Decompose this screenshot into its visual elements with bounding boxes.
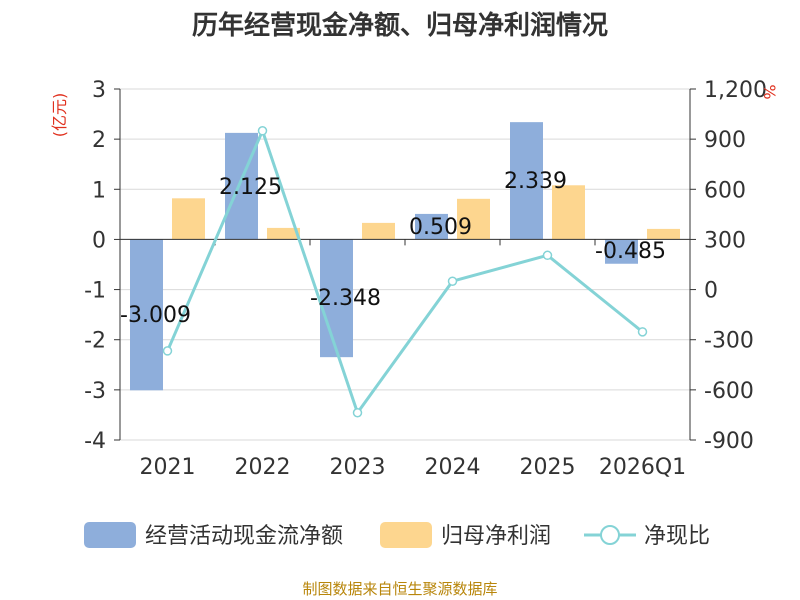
legend-swatch-net-profit xyxy=(380,522,432,548)
right-tick-label: -600 xyxy=(704,379,754,404)
net-profit-bar xyxy=(267,227,300,240)
category-label: 2025 xyxy=(520,455,576,480)
legend-label-ratio: 净现比 xyxy=(644,524,710,549)
net-profit-bar xyxy=(457,198,490,240)
category-label: 2021 xyxy=(140,455,196,480)
net-cash-ratio-line xyxy=(166,126,644,416)
cashflow-data-label: -0.485 xyxy=(595,239,666,264)
left-tick-label: -4 xyxy=(84,429,106,454)
cashflow-bar xyxy=(510,122,543,240)
left-axis-unit: (亿元) xyxy=(50,93,69,138)
category-label: 2022 xyxy=(235,455,291,480)
cashflow-data-label: 0.509 xyxy=(409,215,472,240)
right-tick-label: 900 xyxy=(704,128,746,153)
cashflow-data-label: 2.125 xyxy=(219,175,282,200)
category-label: 2024 xyxy=(425,455,481,480)
net-profit-bar xyxy=(362,222,395,240)
left-tick-label: -3 xyxy=(84,379,106,404)
right-tick-label: 1,200 xyxy=(704,78,767,103)
legend-marker-ratio xyxy=(600,525,620,545)
cashflow-bar xyxy=(320,239,353,358)
left-tick-label: -2 xyxy=(84,329,106,354)
left-tick-label: -1 xyxy=(84,279,106,304)
net-cash-ratio-point xyxy=(162,346,173,356)
net-cash-ratio-point xyxy=(542,250,553,261)
right-tick-label: 600 xyxy=(704,178,746,203)
cashflow-bar xyxy=(415,213,448,240)
net-cash-ratio-point xyxy=(257,126,268,136)
right-tick-label: -300 xyxy=(704,329,754,354)
source-note: 制图数据来自恒生聚源数据库 xyxy=(302,580,498,598)
cashflow-data-label: -2.348 xyxy=(310,286,381,311)
right-axis-unit: % xyxy=(760,84,779,99)
chart-title: 历年经营现金净额、归母净利润情况 xyxy=(191,11,608,41)
right-tick-label: 0 xyxy=(704,279,718,304)
net-cash-ratio-point xyxy=(637,327,648,337)
net-profit-bar xyxy=(647,228,680,240)
legend-swatch-cashflow xyxy=(84,522,136,548)
net-cash-ratio-point xyxy=(352,408,363,418)
cashflow-bar xyxy=(605,239,638,264)
legend-label-cashflow: 经营活动现金流净额 xyxy=(145,524,343,549)
left-tick-label: 3 xyxy=(92,78,106,103)
category-label: 2026Q1 xyxy=(599,455,686,480)
right-tick-label: -900 xyxy=(704,429,754,454)
left-tick-label: 2 xyxy=(92,128,106,153)
left-tick-label: 0 xyxy=(92,228,106,253)
right-tick-label: 300 xyxy=(704,228,746,253)
category-label: 2023 xyxy=(330,455,386,480)
cashflow-data-label: 2.339 xyxy=(504,169,567,194)
legend-label-net-profit: 归母净利润 xyxy=(441,524,551,549)
net-profit-bar xyxy=(172,198,205,240)
net-profit-bar xyxy=(552,185,585,240)
cashflow-bar xyxy=(130,239,163,391)
cashflow-data-label: -3.009 xyxy=(120,303,191,328)
net-cash-ratio-point xyxy=(447,276,458,286)
left-tick-label: 1 xyxy=(92,178,106,203)
